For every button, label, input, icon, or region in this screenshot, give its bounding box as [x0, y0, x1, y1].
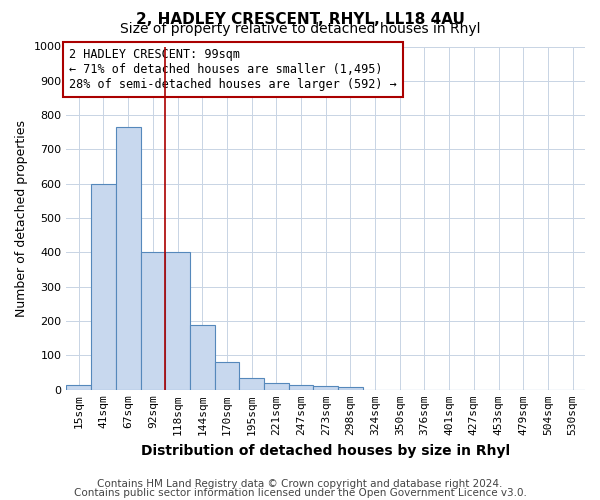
- Bar: [215, 362, 239, 390]
- Bar: [289, 384, 313, 390]
- Bar: [140, 252, 165, 390]
- Bar: [67, 384, 91, 390]
- Text: Size of property relative to detached houses in Rhyl: Size of property relative to detached ho…: [120, 22, 480, 36]
- Bar: [91, 184, 116, 390]
- Bar: [239, 378, 264, 390]
- Y-axis label: Number of detached properties: Number of detached properties: [15, 120, 28, 316]
- Text: Contains public sector information licensed under the Open Government Licence v3: Contains public sector information licen…: [74, 488, 526, 498]
- Bar: [313, 386, 338, 390]
- Text: 2 HADLEY CRESCENT: 99sqm
← 71% of detached houses are smaller (1,495)
28% of sem: 2 HADLEY CRESCENT: 99sqm ← 71% of detach…: [69, 48, 397, 91]
- X-axis label: Distribution of detached houses by size in Rhyl: Distribution of detached houses by size …: [141, 444, 510, 458]
- Bar: [116, 127, 140, 390]
- Text: Contains HM Land Registry data © Crown copyright and database right 2024.: Contains HM Land Registry data © Crown c…: [97, 479, 503, 489]
- Text: 2, HADLEY CRESCENT, RHYL, LL18 4AU: 2, HADLEY CRESCENT, RHYL, LL18 4AU: [136, 12, 464, 28]
- Bar: [338, 387, 363, 390]
- Bar: [190, 324, 215, 390]
- Bar: [165, 252, 190, 390]
- Bar: [264, 383, 289, 390]
